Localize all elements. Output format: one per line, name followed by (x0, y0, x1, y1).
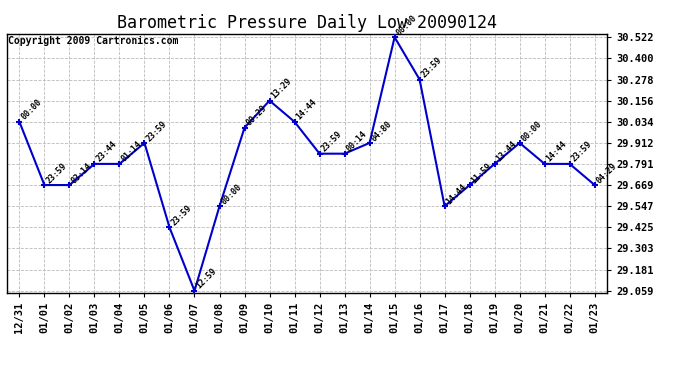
Text: 00:00: 00:00 (395, 13, 419, 37)
Text: 23:59: 23:59 (170, 203, 193, 227)
Text: 23:59: 23:59 (44, 161, 68, 185)
Text: 23:59: 23:59 (420, 56, 444, 80)
Text: 11:59: 11:59 (470, 161, 493, 185)
Text: 00:29: 00:29 (244, 104, 268, 128)
Text: 00:00: 00:00 (520, 119, 544, 143)
Text: 00:00: 00:00 (219, 182, 244, 206)
Text: 13:29: 13:29 (270, 76, 293, 101)
Text: 14:44: 14:44 (444, 182, 469, 206)
Text: 12:59: 12:59 (195, 267, 219, 291)
Text: 04:80: 04:80 (370, 119, 393, 143)
Text: 23:59: 23:59 (570, 140, 593, 164)
Text: 23:59: 23:59 (319, 130, 344, 154)
Text: 14:44: 14:44 (544, 140, 569, 164)
Text: Copyright 2009 Cartronics.com: Copyright 2009 Cartronics.com (8, 36, 179, 46)
Text: 14:44: 14:44 (295, 98, 319, 122)
Title: Barometric Pressure Daily Low 20090124: Barometric Pressure Daily Low 20090124 (117, 14, 497, 32)
Text: 23:59: 23:59 (144, 119, 168, 143)
Text: 03:14: 03:14 (70, 161, 93, 185)
Text: 23:44: 23:44 (95, 140, 119, 164)
Text: 00:14: 00:14 (344, 130, 368, 154)
Text: 01:14: 01:14 (119, 140, 144, 164)
Text: 04:29: 04:29 (595, 161, 619, 185)
Text: 13:44: 13:44 (495, 140, 519, 164)
Text: 00:00: 00:00 (19, 98, 43, 122)
